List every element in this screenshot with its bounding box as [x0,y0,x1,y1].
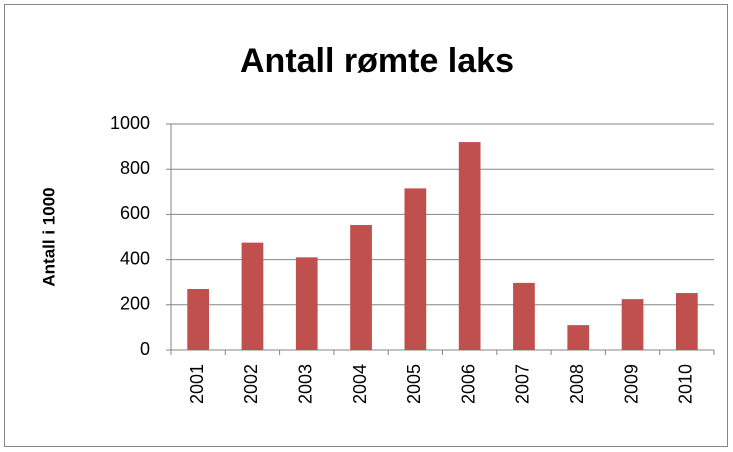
bar [458,142,481,350]
x-tick-label: 2006 [458,364,478,404]
bar [567,325,590,350]
y-tick-label: 800 [120,158,150,178]
x-tick-label: 2010 [676,364,696,404]
y-tick-label: 1000 [110,113,150,133]
bar [350,225,372,350]
y-tick-label: 600 [120,203,150,223]
bar [675,293,698,350]
y-tick-label: 0 [140,339,150,359]
x-tick-label: 2009 [621,364,641,404]
x-tick-label: 2003 [296,364,316,404]
x-tick-label: 2001 [187,364,207,404]
x-tick-label: 2005 [404,364,424,404]
bar [295,257,318,350]
x-tick-label: 2004 [350,364,370,404]
y-axis-label: Antall i 1000 [39,187,58,286]
chart-title: Antall rømte laks [240,42,514,80]
bar [621,299,644,350]
x-tick-label: 2008 [567,364,587,404]
bar [404,188,427,350]
x-tick-label: 2002 [241,364,261,404]
bar [187,288,210,350]
bar [513,282,535,350]
bar [241,242,264,350]
y-tick-label: 400 [120,248,150,268]
x-tick-label: 2007 [513,364,533,404]
y-tick-label: 200 [120,294,150,314]
